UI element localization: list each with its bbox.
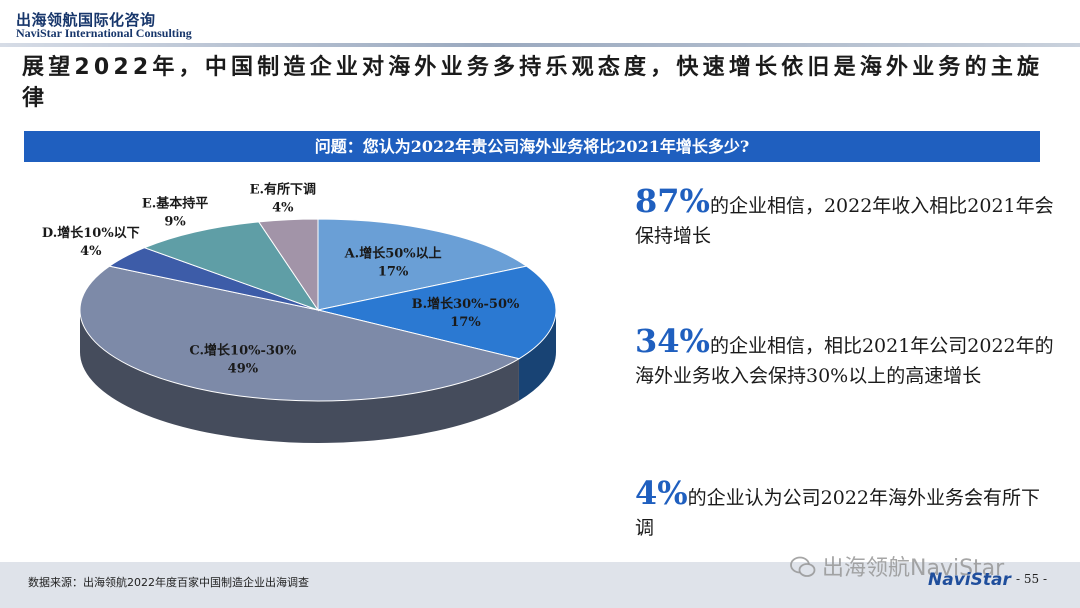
pie-category-label: A.增长50%以上 — [344, 245, 442, 261]
stat-value: 87% — [635, 182, 710, 220]
stat-block-high-growth: 34%的企业相信，相比2021年公司2022年的海外业务收入会保持30%以上的高… — [635, 325, 1055, 391]
footer-bar — [0, 562, 1080, 608]
page-title: 展望2022年，中国制造企业对海外业务多持乐观态度，快速增长依旧是海外业务的主旋… — [22, 55, 1044, 111]
pie-category-label: E.基本持平 — [142, 196, 208, 212]
stat-text: 的企业认为公司2022年海外业务会有所下调 — [635, 487, 1041, 539]
stat-block-growth: 87%的企业相信，2022年收入相比2021年会保持增长 — [635, 185, 1055, 251]
pie-value-label: 4% — [272, 200, 294, 215]
stat-value: 4% — [635, 474, 688, 512]
pie-value-label: 17% — [450, 315, 481, 330]
stat-block-decline: 4%的企业认为公司2022年海外业务会有所下调 — [635, 477, 1055, 543]
pie-top-slices — [79, 218, 557, 402]
stat-text: 的企业相信，相比2021年公司2022年的海外业务收入会保持30%以上的高速增长 — [635, 335, 1054, 387]
survey-question-banner: 问题：您认为2022年贵公司海外业务将比2021年增长多少? — [24, 131, 1040, 162]
pie-value-label: 4% — [80, 244, 102, 259]
pie-value-label: 49% — [228, 362, 259, 377]
page-number: - 55 - — [1016, 572, 1048, 586]
pie-slice — [317, 218, 528, 311]
wechat-watermark: 出海领航NaviStar — [790, 550, 1004, 582]
brand-name-cn: 出海领航国际化咨询 — [16, 11, 156, 29]
pie-labels: A.增长50%以上 17% B.增长30%-50% 17% C.增长10%-30% 49%… — [42, 181, 520, 376]
pie-value-label: 9% — [164, 215, 186, 230]
header-divider — [0, 43, 1080, 47]
pie-slice — [257, 218, 319, 312]
watermark-text: 出海领航NaviStar — [822, 556, 1005, 581]
pie-category-label: E.有所下调 — [250, 181, 316, 197]
pie-slice — [79, 265, 521, 402]
pie-slice — [143, 221, 320, 311]
stat-value: 34% — [635, 322, 710, 360]
data-source-note: 数据来源：出海领航2022年度百家中国制造企业出海调查 — [28, 576, 309, 589]
pie-slice-side — [79, 310, 519, 444]
pie-slice-side — [518, 310, 556, 401]
pie-slice — [317, 265, 557, 360]
pie-value-label: 17% — [378, 264, 409, 279]
pie-category-label: D.增长10%以下 — [42, 225, 140, 241]
navistar-logo: NaviStar — [928, 570, 1011, 590]
pie-side-walls — [79, 310, 556, 444]
stat-text: 的企业相信，2022年收入相比2021年会保持增长 — [635, 195, 1054, 247]
pie-category-label: B.增长30%-50% — [412, 296, 520, 312]
wechat-icon — [790, 556, 816, 577]
pie-chart: A.增长50%以上 17% B.增长30%-50% 17% C.增长10%-30% 49%… — [42, 181, 557, 444]
pie-category-label: C.增长10%-30% — [189, 343, 297, 359]
brand-name-en: NaviStar International Consulting — [16, 26, 192, 40]
